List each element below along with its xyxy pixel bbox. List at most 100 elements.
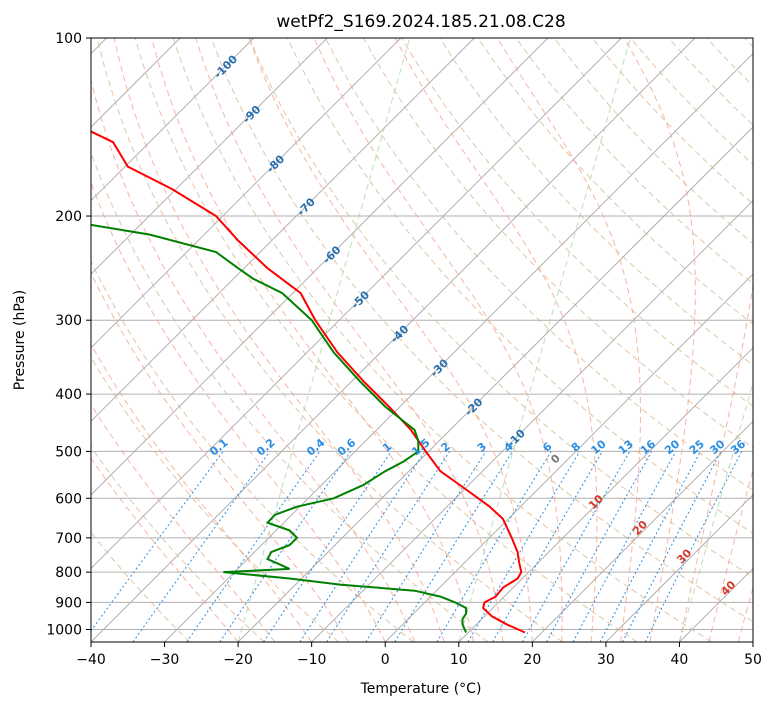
y-axis-label: Pressure (hPa) xyxy=(12,290,28,390)
moist-adiabat-line xyxy=(248,38,533,642)
plot-frame xyxy=(90,37,754,643)
moist-adiabat-line xyxy=(91,271,349,642)
mixing-ratio-label: 20 xyxy=(662,437,682,457)
isotherm-line xyxy=(752,641,753,642)
dry-adiabat-line xyxy=(210,38,753,623)
dry-adiabat-line xyxy=(325,38,753,491)
isotherm-line xyxy=(91,38,549,496)
y-tick-label: 1000 xyxy=(46,622,82,638)
isotherm-line xyxy=(91,38,402,349)
isotherm-line xyxy=(91,38,622,570)
dry-adiabat-line xyxy=(172,38,713,642)
isotherm-line xyxy=(164,52,753,642)
dry-adiabat-label: -70 xyxy=(295,195,318,218)
isotherm-line xyxy=(384,273,753,642)
dry-adiabat-label: -80 xyxy=(264,152,287,175)
mixing-ratio-label: 30 xyxy=(707,437,727,457)
isotherm-line xyxy=(91,38,475,423)
mixing-ratio-label: 16 xyxy=(638,437,658,457)
dry-adiabat-label: -100 xyxy=(211,52,240,81)
dry-adiabat-line xyxy=(744,38,753,48)
moist-adiabat-line xyxy=(91,181,386,642)
moist-adiabat-label: 10 xyxy=(586,492,606,512)
dry-adiabat-label: -90 xyxy=(240,103,263,126)
mixing-ratio-line xyxy=(546,451,653,642)
dry-adiabat-label: -30 xyxy=(428,356,451,379)
dry-adiabat-line xyxy=(91,260,414,642)
y-tick-label: 900 xyxy=(55,595,82,611)
moist-adiabat-line xyxy=(623,38,696,642)
mixing-ratio-line xyxy=(132,451,271,642)
dry-adiabat-label: -20 xyxy=(462,395,485,418)
x-tick-label: −10 xyxy=(297,652,327,668)
mixing-ratio-label: 3 xyxy=(475,440,489,455)
y-tick-label: 100 xyxy=(55,31,82,47)
mixing-ratio-line xyxy=(365,451,487,642)
moist-adiabat-label: 40 xyxy=(718,578,738,598)
dry-adiabat-line xyxy=(134,38,638,642)
dry-adiabat-line xyxy=(706,38,753,87)
guide-line xyxy=(678,381,753,642)
moist-adiabat-line xyxy=(195,38,504,642)
mixing-ratio-label: 36 xyxy=(728,437,748,457)
mixing-ratio-line xyxy=(219,451,352,642)
moist-adiabat-line xyxy=(91,343,313,642)
x-tick-label: 50 xyxy=(744,652,762,668)
moist-adiabat-line xyxy=(678,282,753,642)
x-tick-label: 20 xyxy=(523,652,541,668)
isotherm-line xyxy=(237,126,753,642)
guide-line xyxy=(237,38,411,642)
dry-adiabat-line xyxy=(553,38,753,245)
isotherm-line xyxy=(458,347,753,642)
dry-adiabat-line xyxy=(286,38,753,535)
mixing-ratio-line xyxy=(326,451,451,642)
guide-line xyxy=(458,38,631,642)
x-tick-label: 40 xyxy=(671,652,689,668)
mixing-ratio-line xyxy=(91,451,224,632)
mixing-ratio-label: 0.2 xyxy=(254,436,277,458)
mixing-ratio-label: 25 xyxy=(687,437,707,457)
y-tick-label: 300 xyxy=(55,313,82,329)
y-tick-label: 500 xyxy=(55,444,82,460)
dry-adiabat-line xyxy=(248,38,753,578)
x-tick-label: −40 xyxy=(76,652,106,668)
y-tick-label: 700 xyxy=(55,531,82,547)
mixing-ratio-line xyxy=(467,451,581,642)
dewpoint-profile xyxy=(91,223,468,633)
mixing-ratio-line xyxy=(572,451,677,642)
x-tick-label: 0 xyxy=(381,652,390,668)
y-tick-label: 200 xyxy=(55,209,82,225)
dry-adiabat-label: -50 xyxy=(349,288,372,311)
mixing-ratio-label: 1 xyxy=(380,440,394,455)
moist-adiabat-label: 20 xyxy=(630,518,650,538)
mixing-ratio-line xyxy=(622,451,722,642)
mixing-ratio-line xyxy=(436,451,552,642)
moist-adiabat-line xyxy=(313,38,563,642)
y-tick-label: 800 xyxy=(55,565,82,581)
isotherm-line xyxy=(531,420,753,642)
moist-adiabat-label: 0 xyxy=(548,451,563,466)
isotherm-line xyxy=(605,494,753,642)
dry-adiabat-label: -40 xyxy=(388,322,411,345)
moist-adiabat-line xyxy=(394,38,598,642)
y-tick-label: 400 xyxy=(55,387,82,403)
mixing-ratio-label: 10 xyxy=(589,437,609,457)
x-tick-label: −20 xyxy=(223,652,253,668)
dry-adiabat-line xyxy=(96,38,563,642)
moist-adiabat-line xyxy=(737,585,753,642)
mixing-ratio-label: 8 xyxy=(569,440,583,455)
x-tick-label: −30 xyxy=(150,652,180,668)
dry-adiabat-line xyxy=(91,445,265,642)
mixing-ratio-line xyxy=(644,451,743,642)
moist-adiabat-line xyxy=(91,403,276,642)
y-tick-label: 600 xyxy=(55,491,82,507)
mixing-ratio-line xyxy=(263,451,392,642)
mixing-ratio-line xyxy=(522,451,631,642)
moist-adiabat-line xyxy=(91,457,239,642)
isotherm-line xyxy=(91,38,255,202)
chart-title: wetPf2_S169.2024.185.21.08.C28 xyxy=(276,12,565,32)
x-tick-label: 10 xyxy=(450,652,468,668)
mixing-ratio-line xyxy=(599,451,702,642)
moist-adiabat-line xyxy=(497,38,641,642)
